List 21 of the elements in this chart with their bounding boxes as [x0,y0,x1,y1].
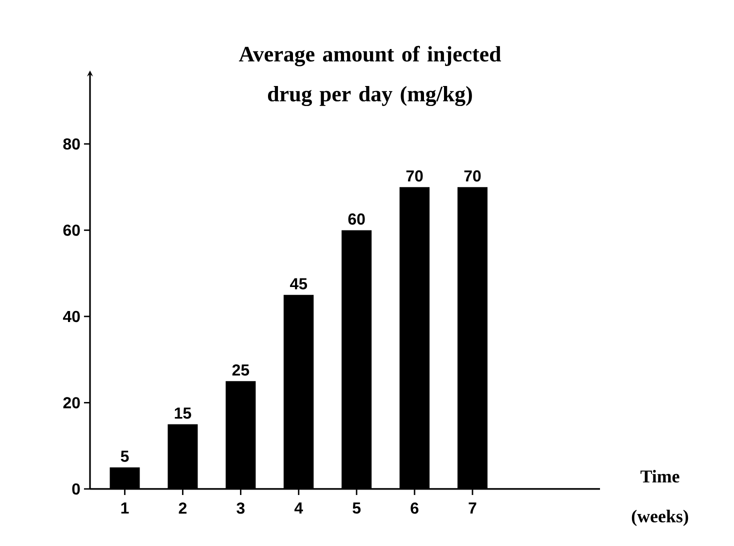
data-label: 15 [174,408,192,419]
data-label: 70 [406,170,423,182]
y-tick-label: 60 [63,224,80,236]
x-tick-label: 1 [121,502,129,514]
data-label: 70 [464,170,481,182]
data-label: 5 [120,450,129,462]
y-tick-label: 20 [63,397,80,408]
x-tick-label: 4 [294,502,303,514]
x-tick-label: 5 [352,502,361,514]
x-tick-label: 7 [468,502,476,514]
text: Time (weeks) [632,470,688,526]
x-tick-label: 2 [178,502,187,514]
x-tick-label: 3 [236,502,245,514]
y-tick-label: 80 [63,138,80,150]
y-tick-label: 40 [62,310,80,322]
y-axis-title: Average amount of injected drug per day (mg/kg) [238,46,502,106]
y-tick-label: 0 [72,483,80,495]
data-label: 60 [348,213,365,225]
data-label: 25 [232,364,250,376]
x-tick-label: 6 [410,502,418,514]
data-label: 45 [290,278,308,290]
